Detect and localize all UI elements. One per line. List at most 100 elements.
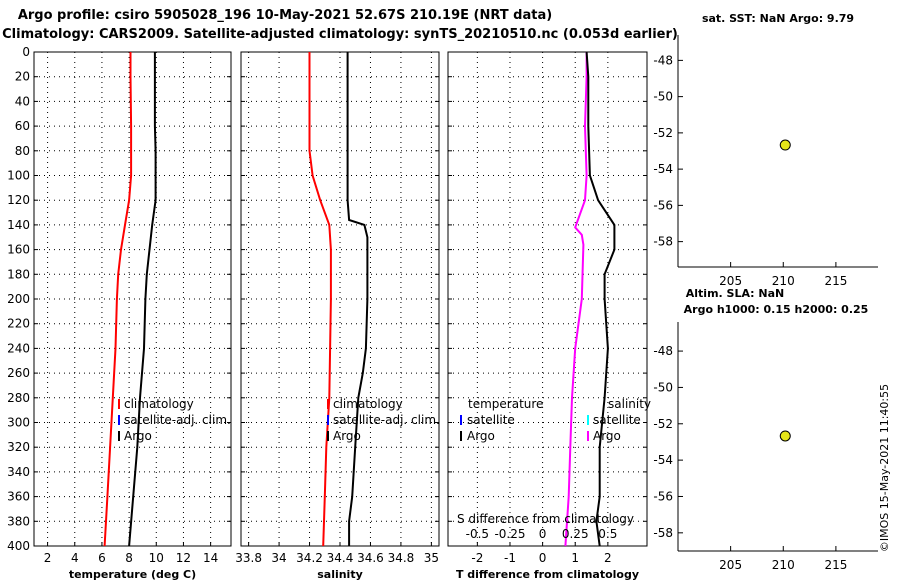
depth-tick-label: 120 [7,193,30,207]
y-tick-label: -54 [653,453,673,467]
sla-title: Altim. SLA: NaN [686,287,785,300]
x-axis-label: T difference from climatology [456,568,639,580]
x-tick-label: 34 [271,551,286,565]
depth-tick-label: 100 [7,169,30,183]
x-tick-label: -2 [471,551,483,565]
y-tick-label: -50 [653,380,673,394]
series-line-argo [346,52,369,546]
depth-tick-label: 200 [7,292,30,306]
y-tick-label: -50 [653,90,673,104]
x-tick-label: -1 [504,551,516,565]
x-tick-label: 215 [824,558,847,572]
x-tick-label: 33.8 [235,551,262,565]
axes-frame [33,51,232,547]
depth-tick-label: 280 [7,391,30,405]
y-tick-label: -52 [653,417,673,431]
y-tick-label: -56 [653,489,673,503]
x-tick-label: 6 [98,551,106,565]
legend-heading: salinity [608,397,651,411]
legend-label: Argo [593,429,621,443]
axes-frame [447,51,648,547]
y-tick-label: -58 [653,526,673,540]
series-line-climatology [308,52,332,547]
x-tick-label: 12 [176,551,191,565]
depth-tick-label: 240 [7,341,30,355]
title-line-2: Climatology: CARS2009. Satellite-adjuste… [2,27,678,42]
legend-label: satellite-adj. clim. [124,413,231,427]
depth-tick-label: 180 [7,267,30,281]
series-line-t-difference [564,52,588,547]
x-tick-label: 34.8 [388,551,415,565]
depth-tick-label: 380 [7,514,30,528]
y-tick-label: -52 [653,126,673,140]
y-tick-label: -48 [653,344,673,358]
depth-tick-label: 400 [7,539,30,553]
x-tick-label: 210 [772,274,795,288]
depth-tick-label: 160 [7,243,30,257]
y-tick-label: -54 [653,162,673,176]
secondary-axis-label: S difference from climatology [457,512,634,526]
legend-label: satellite [593,413,641,427]
height-title: Argo h1000: 0.15 h2000: 0.25 [684,303,869,316]
x-tick-label: 10 [149,551,164,565]
x-tick-label: 205 [719,558,742,572]
legend-label: climatology [124,397,194,411]
x-tick-label: 2 [44,551,52,565]
argo-location-marker [779,430,791,442]
x-axis-label: temperature (deg C) [69,568,196,580]
legend-label: satellite [467,413,515,427]
depth-tick-label: 80 [15,144,30,158]
series-line-climatology [103,52,133,547]
x-tick-label: 205 [719,274,742,288]
secondary-tick-label: -0.25 [494,527,525,541]
secondary-tick-label: 0.25 [562,527,589,541]
depth-tick-label: 20 [15,70,30,84]
depth-tick-label: 260 [7,366,30,380]
temperature-panel: 2 4 6 8 10 12 14 temperature (deg C) 0 20 40 60 80 10… [7,45,232,580]
depth-tick-label: 140 [7,218,30,232]
depth-tick-label: 360 [7,490,30,504]
x-tick-label: 34.2 [296,551,323,565]
depth-tick-label: 320 [7,440,30,454]
depth-tick-label: 300 [7,416,30,430]
depth-tick-label: 220 [7,317,30,331]
sla-map-panel: -48 -50 -52 -54 -56 -58 205 210 215 [653,322,878,572]
argo-location-marker [779,139,791,151]
title-line-1: Argo profile: csiro 5905028_196 10-May-2… [18,8,552,23]
x-tick-label: 8 [125,551,133,565]
depth-tick-label: 0 [22,45,30,59]
sst-title: sat. SST: NaN Argo: 9.79 [702,12,854,25]
depth-tick-label: 60 [15,119,30,133]
x-axis-label: salinity [317,568,363,580]
x-tick-label: 215 [824,274,847,288]
axes-frame [240,51,440,547]
x-tick-label: 210 [772,558,795,572]
x-tick-label: 14 [203,551,218,565]
legend-label: climatology [333,397,403,411]
x-tick-label: 34.6 [357,551,384,565]
watermark: ©IMOS 15-May-2021 11:40:55 [878,384,891,552]
sst-map-panel: -48 -50 -52 -54 -56 -58 205 210 215 [653,35,878,288]
x-tick-label: 0 [539,551,547,565]
legend-label: Argo [333,429,361,443]
y-tick-label: -58 [653,235,673,249]
legend-label: Argo [124,429,152,443]
x-tick-label: 2 [604,551,612,565]
secondary-tick-label: -0.5 [466,527,489,541]
secondary-tick-label: 0 [539,527,547,541]
depth-tick-label: 40 [15,94,30,108]
secondary-tick-label: 0.5 [598,527,617,541]
legend-label: satellite-adj. clim. [333,413,440,427]
x-tick-label: 4 [71,551,79,565]
x-tick-label: 35 [424,551,439,565]
series-line-s-difference [585,51,616,547]
series-line-argo [128,52,157,547]
x-tick-label: 1 [571,551,579,565]
salinity-panel: 33.8 34 34.2 34.4 34.6 34.8 35 salinity climatol… [235,51,440,580]
difference-panel: -2 -1 0 1 2 T difference from climatology temp… [447,51,651,580]
depth-tick-label: 340 [7,465,30,479]
legend-heading: temperature [468,397,543,411]
y-tick-label: -56 [653,198,673,212]
legend-label: Argo [467,429,495,443]
